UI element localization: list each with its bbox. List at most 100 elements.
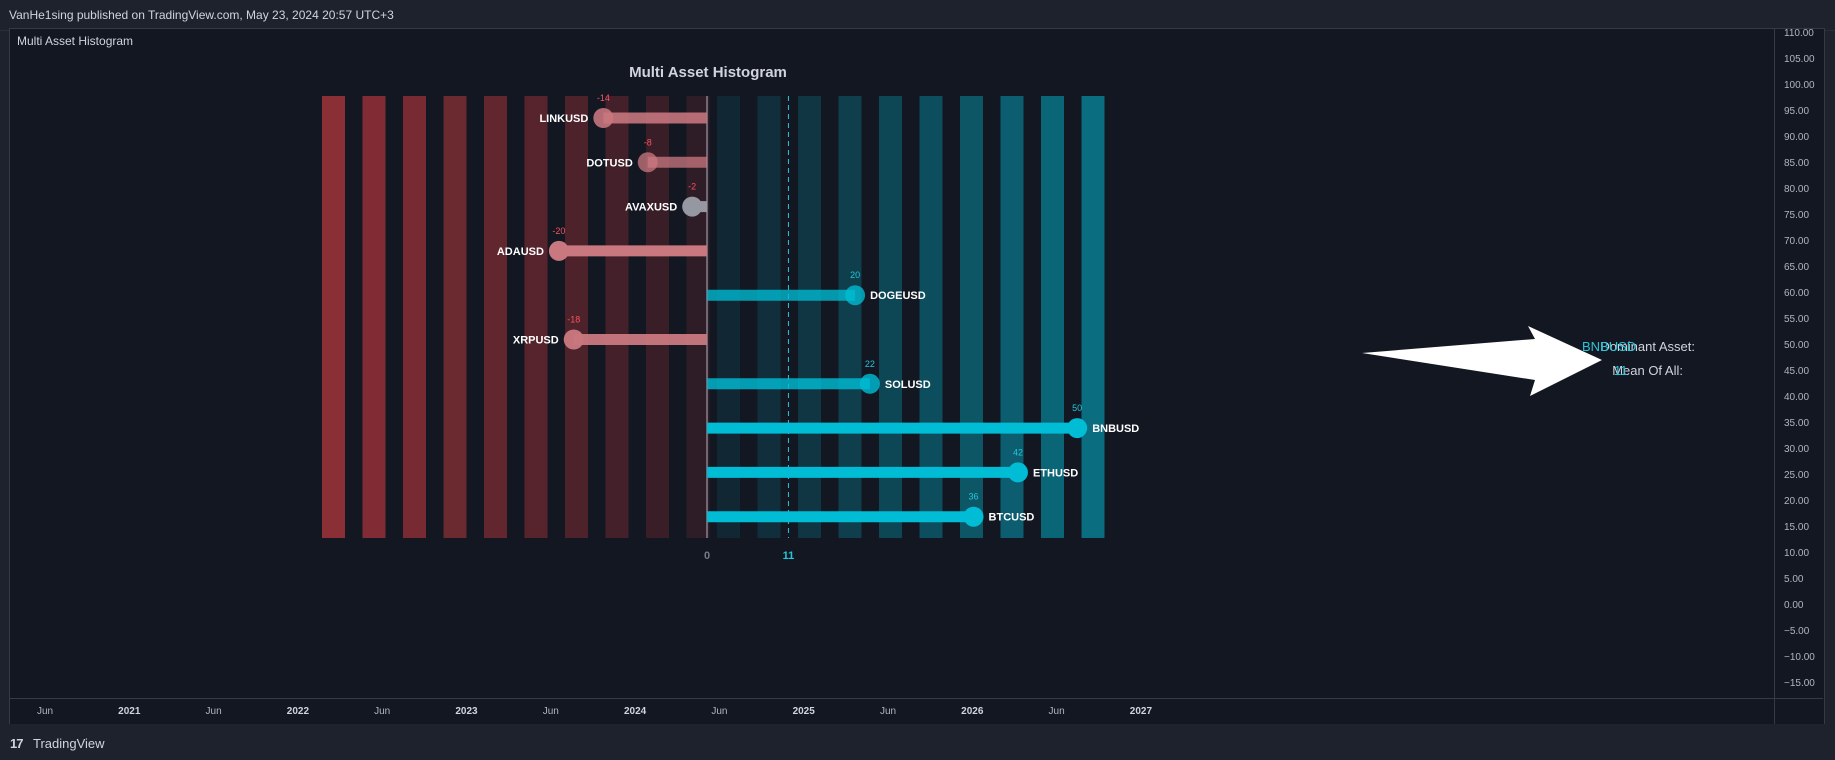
bar-endpoint (963, 506, 984, 527)
price-tick: 50.00 (1784, 340, 1810, 351)
dominant-asset-value: BNBUSD (1582, 339, 1637, 354)
dominant-asset-table: Dominant Asset: BNBUSD Mean Of All: 11 (1570, 339, 1695, 387)
publish-header: VanHe1sing published on TradingView.com,… (0, 0, 1835, 31)
bar-category-label: BNBUSD (1092, 423, 1139, 435)
chart-title: Multi Asset Histogram (629, 64, 787, 81)
tradingview-logo-text[interactable]: TradingView (33, 736, 105, 751)
price-tick: 105.00 (1784, 54, 1815, 65)
footer: 17 TradingView (0, 724, 1835, 760)
price-tick: −10.00 (1784, 652, 1815, 663)
bg-column-negative (646, 96, 669, 538)
bar-value-label: 20 (850, 270, 860, 280)
time-tick-month: Jun (205, 706, 222, 717)
price-tick: 70.00 (1784, 236, 1810, 247)
price-tick: −15.00 (1784, 678, 1815, 689)
bar-category-label: DOTUSD (586, 157, 633, 169)
publish-info: VanHe1sing published on TradingView.com,… (9, 8, 394, 22)
price-tick: 30.00 (1784, 444, 1810, 455)
time-tick-year: 2023 (455, 706, 478, 717)
histogram-chart: Multi Asset Histogram 0 11 LINKUSD -14 DOTUSD… (322, 64, 1139, 562)
bar-category-label: XRPUSD (513, 335, 559, 347)
price-tick: 90.00 (1784, 132, 1810, 143)
bar-value-label: 50 (1072, 403, 1082, 413)
bar-endpoint (548, 240, 569, 261)
price-tick: 25.00 (1784, 470, 1810, 481)
bar-category-label: BTCUSD (989, 512, 1035, 524)
price-tick: 95.00 (1784, 106, 1810, 117)
price-tick: 100.00 (1784, 80, 1815, 91)
price-tick: 80.00 (1784, 184, 1810, 195)
mean-row: Mean Of All: 11 (1570, 363, 1695, 387)
price-tick: 45.00 (1784, 366, 1810, 377)
axis-corner (1774, 698, 1823, 724)
bg-column-negative (362, 96, 386, 538)
bar-category-label: ADAUSD (497, 246, 544, 258)
mean-label: Mean Of All: (1612, 363, 1683, 378)
bg-column-negative (524, 96, 548, 538)
bar-endpoint (859, 373, 880, 394)
bg-column-negative (403, 96, 426, 538)
mean-axis-label: 11 (783, 550, 795, 562)
dominant-asset-label: Dominant Asset: (1600, 339, 1695, 354)
dominant-asset-row: Dominant Asset: BNBUSD (1570, 339, 1695, 363)
time-tick-month: Jun (879, 706, 897, 717)
bar-value-label: 42 (1013, 447, 1023, 457)
price-tick: 65.00 (1784, 262, 1810, 273)
bg-column-negative (322, 96, 345, 538)
price-tick: 35.00 (1784, 418, 1810, 429)
price-tick: 85.00 (1784, 158, 1810, 169)
tradingview-logo-icon[interactable]: 17 (10, 736, 24, 751)
bg-column-negative (484, 96, 507, 538)
zero-axis-label: 0 (704, 550, 710, 562)
bg-column-positive (1081, 96, 1105, 538)
bar-endpoint (1007, 462, 1028, 483)
time-tick-month: Jun (711, 706, 728, 717)
price-tick: 0.00 (1784, 600, 1804, 611)
bar-endpoint (563, 329, 584, 350)
price-tick: 20.00 (1784, 496, 1810, 507)
price-axis[interactable]: 110.00 105.00 100.00 95.00 90.00 85.00 80.00 75… (1774, 28, 1823, 698)
time-axis[interactable]: Jun 2021 Jun 2022 Jun 2023 Jun 2024 Jun 2025 Jun 20… (10, 698, 1774, 724)
bar-endpoint (845, 285, 866, 306)
bar-endpoint (637, 152, 658, 173)
price-tick: 15.00 (1784, 522, 1810, 533)
bar-value-label: -8 (644, 137, 652, 147)
price-tick: 75.00 (1784, 210, 1810, 221)
bar-category-label: LINKUSD (539, 113, 588, 125)
time-tick-year: 2024 (623, 706, 647, 717)
bar-value-label: -20 (552, 226, 565, 236)
bar-value-label: 22 (865, 359, 875, 369)
bg-column-negative (443, 96, 467, 538)
bg-column-negative (605, 96, 629, 538)
bar-category-label: DOGEUSD (870, 290, 926, 302)
bg-column-negative (565, 96, 588, 538)
price-tick: 5.00 (1784, 574, 1804, 585)
price-tick: −5.00 (1784, 626, 1810, 637)
time-tick-month: Jun (36, 706, 54, 717)
bar-category-label: AVAXUSD (625, 202, 677, 214)
mean-value: 11 (1614, 363, 1628, 378)
indicator-label[interactable]: Multi Asset Histogram (17, 34, 134, 48)
price-tick: 40.00 (1784, 392, 1810, 403)
price-tick: 55.00 (1784, 314, 1810, 325)
bar-endpoint (682, 196, 703, 217)
bar-endpoint (593, 108, 614, 128)
bar-category-label: ETHUSD (1033, 467, 1078, 479)
price-tick: 110.00 (1784, 28, 1814, 39)
time-tick-year: 2022 (286, 706, 310, 717)
time-tick-year: 2026 (961, 706, 984, 717)
bar-value-label: -14 (597, 93, 610, 103)
bar-category-label: SOLUSD (885, 379, 931, 391)
bar-endpoint (1067, 418, 1088, 439)
bar-value-label: -18 (567, 315, 580, 325)
price-tick: 10.00 (1784, 548, 1810, 559)
plot-area[interactable]: Multi Asset Histogram 0 11 LINKUSD -14 DOTUSD… (10, 29, 1774, 698)
time-tick-year: 2025 (792, 706, 815, 717)
time-tick-month: Jun (542, 706, 559, 717)
bar-value-label: 36 (969, 492, 979, 502)
time-tick-month: Jun (1048, 706, 1065, 717)
time-tick-year: 2021 (118, 706, 141, 717)
time-tick-month: Jun (374, 706, 391, 717)
time-tick-year: 2027 (1129, 706, 1153, 717)
price-tick: 60.00 (1784, 288, 1810, 299)
